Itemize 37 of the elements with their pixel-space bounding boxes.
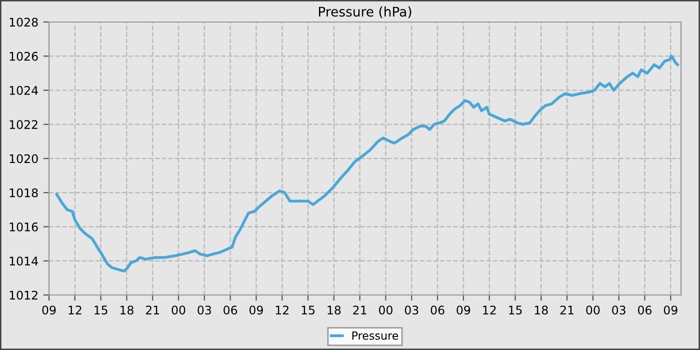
- x-tick-label: 18: [120, 306, 134, 315]
- x-tick-label: 15: [302, 306, 314, 315]
- x-tick-label: 00: [378, 306, 392, 315]
- y-tick-label: 1014: [10, 256, 38, 266]
- x-tick-label: 00: [172, 306, 186, 315]
- y-tick-label: 1016: [10, 222, 38, 232]
- y-tick-label: 1028: [10, 18, 38, 27]
- y-tick-label: 1022: [10, 120, 38, 130]
- legend-label: Pressure: [352, 332, 398, 340]
- x-tick-label: 06: [430, 306, 444, 315]
- x-tick-label: 12: [483, 306, 496, 314]
- x-tick-label: 09: [249, 306, 263, 315]
- y-tick-label: 1020: [10, 154, 38, 164]
- x-tick-label: 03: [404, 306, 418, 315]
- x-tick-label: 12: [68, 306, 82, 314]
- x-tick-label: 21: [146, 306, 160, 314]
- y-tick-label: 1018: [10, 188, 38, 198]
- y-tick-label: 1012: [10, 290, 38, 300]
- line-series: [55, 54, 679, 272]
- x-tick-label: 03: [198, 306, 211, 315]
- y-tick-label: 1024: [10, 86, 38, 95]
- x-tick-label: 18: [534, 306, 548, 315]
- x-tick-label: 21: [353, 306, 366, 314]
- x-tick-label: 06: [224, 306, 238, 315]
- x-tick-label: 18: [328, 306, 341, 315]
- x-tick-label: 21: [560, 306, 574, 314]
- x-tick-label: 09: [456, 306, 470, 315]
- x-tick-label: 06: [638, 306, 652, 315]
- x-tick-label: 00: [586, 306, 600, 315]
- x-tick-label: 12: [276, 306, 288, 314]
- chart-title: Pressure (hPa): [318, 6, 412, 18]
- y-tick-label: 1026: [10, 52, 38, 61]
- x-tick-label: 03: [612, 306, 626, 315]
- x-tick-label: 15: [509, 306, 522, 315]
- x-tick-label: 09: [664, 306, 678, 315]
- x-tick-label: 15: [94, 306, 108, 315]
- x-tick-label: 09: [42, 306, 56, 315]
